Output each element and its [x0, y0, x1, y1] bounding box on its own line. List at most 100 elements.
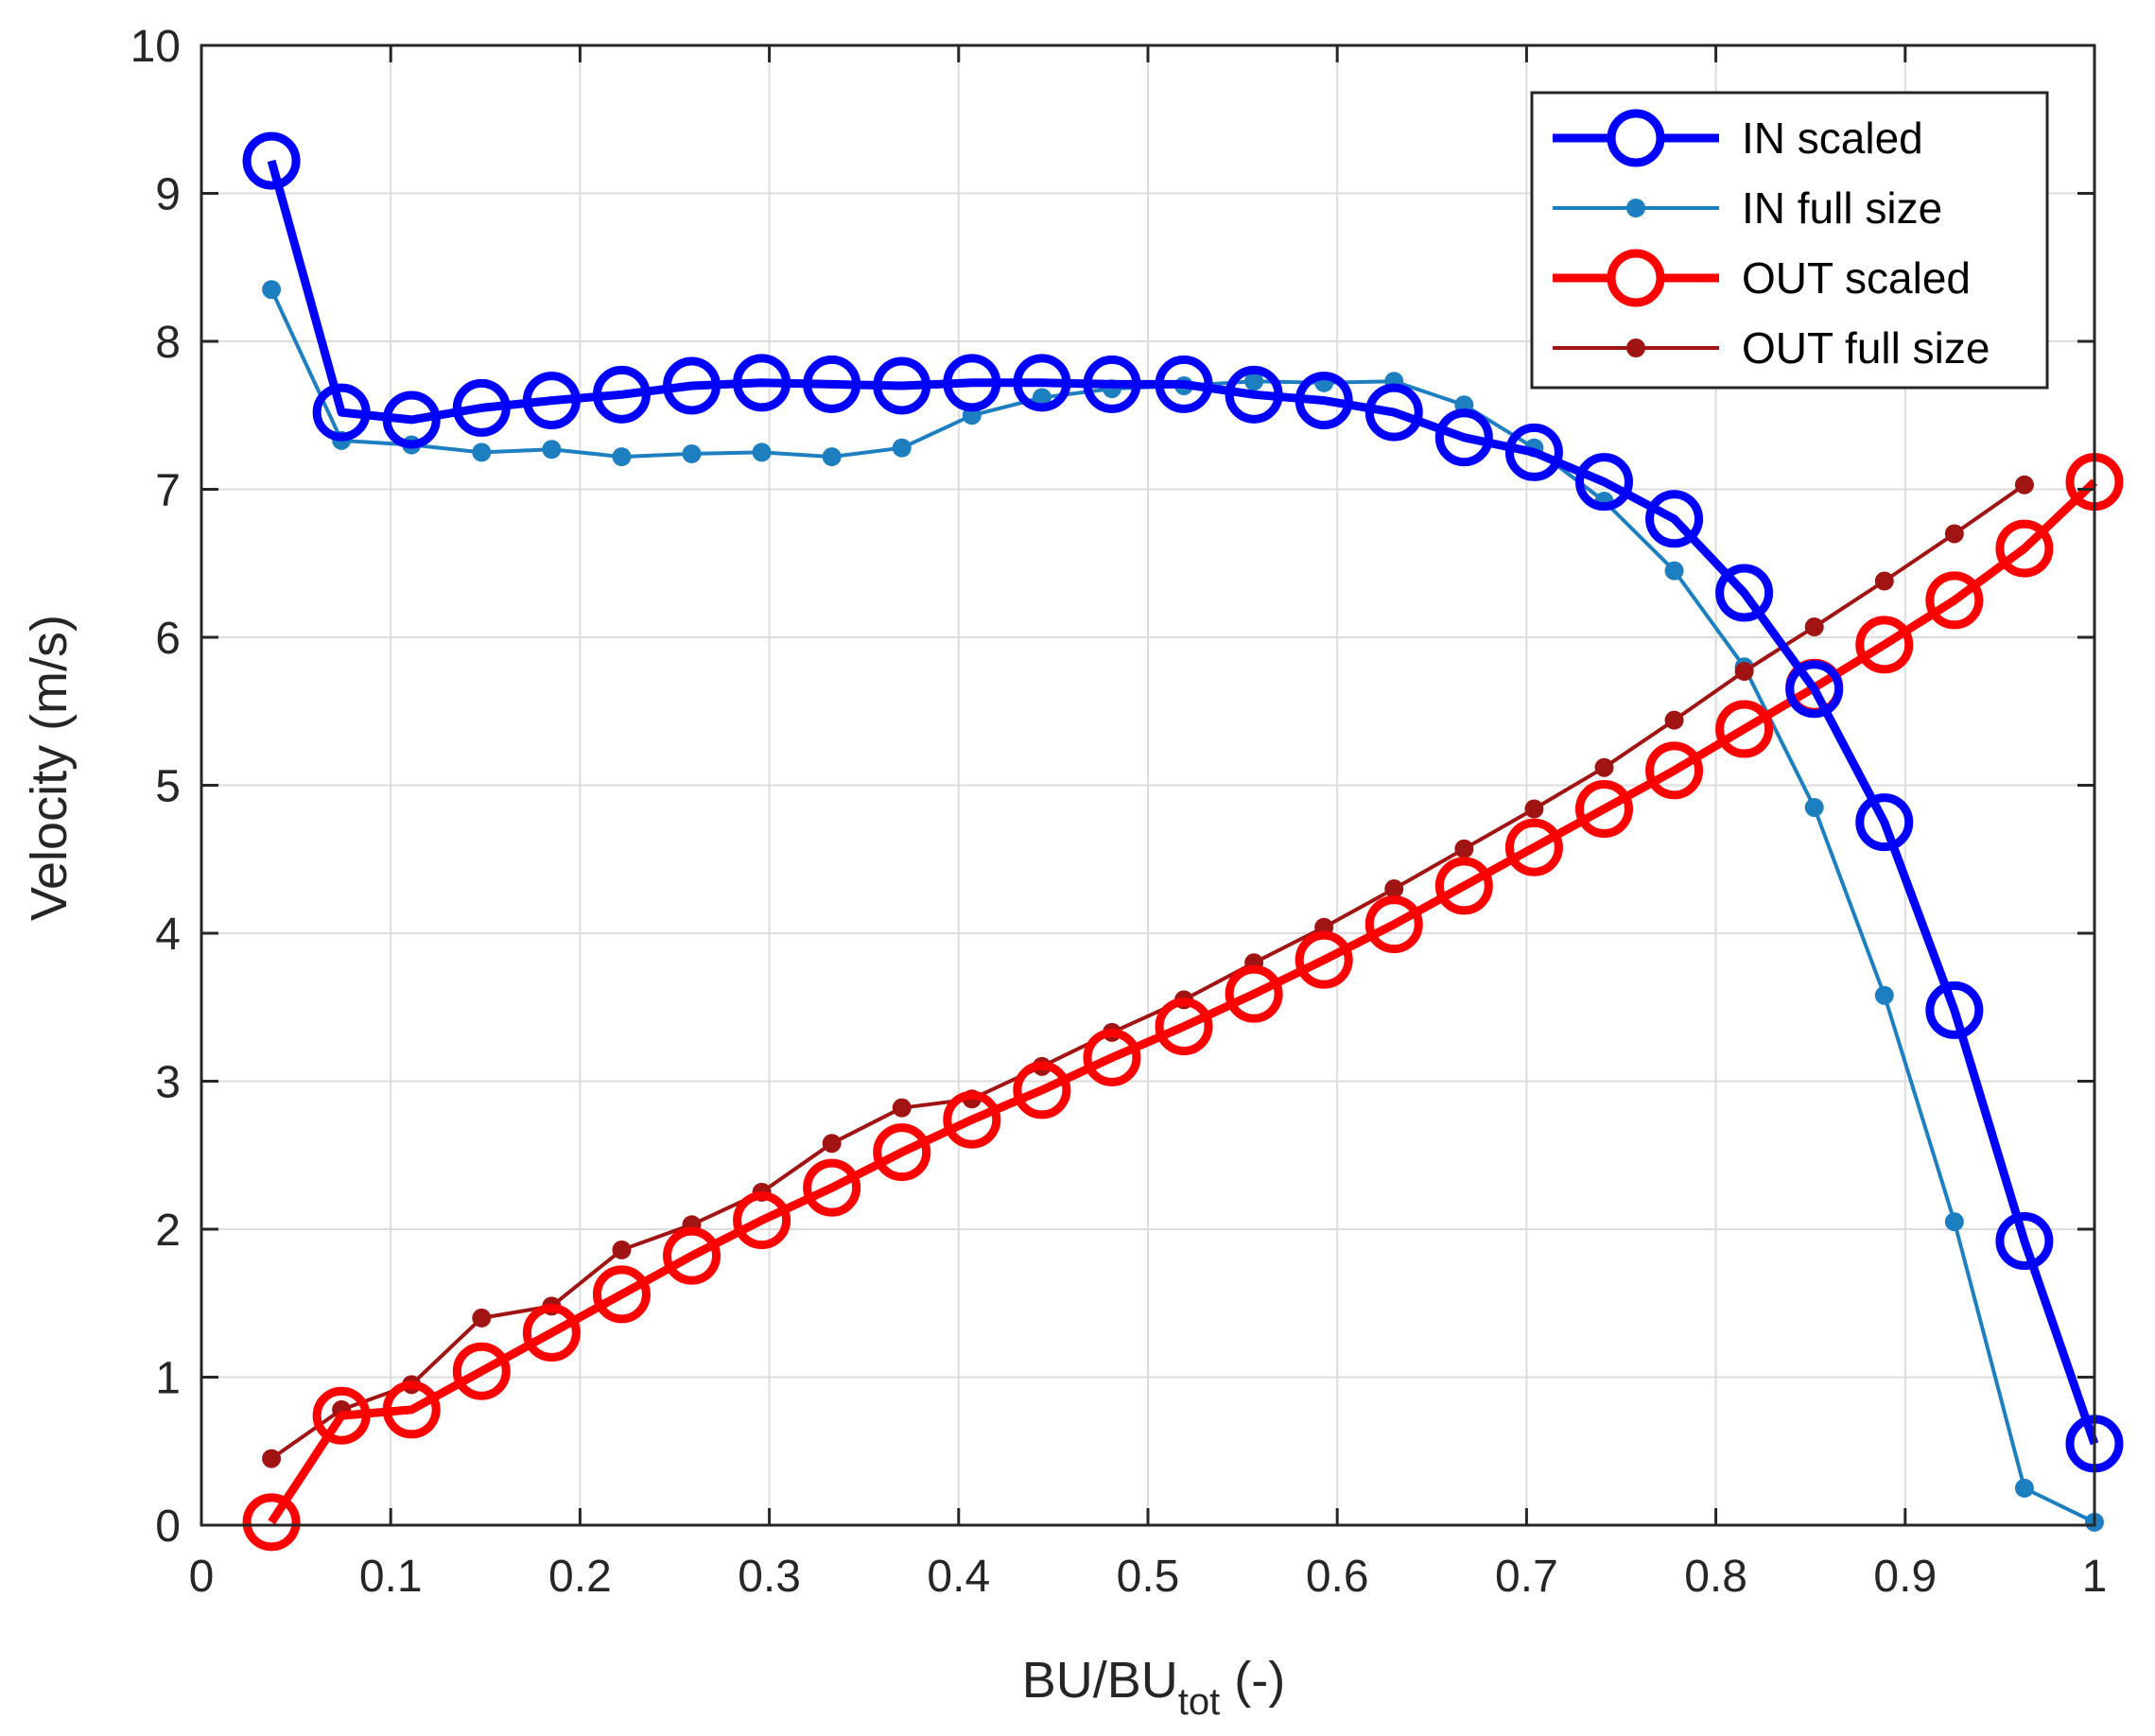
data-point [382, 1380, 441, 1439]
data-point [943, 354, 1001, 412]
data-point [1734, 661, 1754, 681]
data-point [1225, 365, 1283, 424]
legend-label: OUT full size [1742, 323, 1990, 373]
data-point [522, 372, 581, 430]
data-point [1715, 564, 1774, 622]
data-point [873, 356, 931, 415]
series-in-scaled [242, 131, 2124, 1473]
plot-area-border [200, 43, 2096, 1527]
y-tick-label: 0 [155, 1502, 181, 1552]
x-tick-label: 0.8 [1684, 1552, 1747, 1602]
data-point [1944, 1212, 1964, 1232]
x-axis-label-sub: tot [1178, 1681, 1220, 1723]
axes [200, 43, 2096, 1527]
legend: IN scaled IN full size OUT scaled OUT full … [1530, 91, 2049, 390]
data-point [1364, 383, 1423, 442]
data-point [1574, 780, 1633, 839]
series-layer [242, 131, 2124, 1552]
x-tick-label: 0.9 [1873, 1552, 1937, 1602]
data-point [262, 280, 282, 300]
data-point [1155, 998, 1213, 1056]
data-point [1384, 879, 1404, 899]
data-point [1295, 372, 1353, 430]
data-point [1785, 660, 1844, 719]
data-point [592, 1265, 651, 1324]
data-point [1434, 408, 1493, 467]
legend-item: OUT scaled [1553, 249, 1971, 307]
data-point [682, 443, 702, 463]
data-point [242, 131, 301, 190]
x-axis-label-suffix: (-) [1220, 1652, 1285, 1709]
data-point [822, 1134, 842, 1154]
legend-label: IN full size [1742, 183, 1942, 233]
data-point [1013, 354, 1071, 412]
data-point [1594, 757, 1614, 777]
y-tick-label: 9 [155, 170, 181, 220]
y-axis-label: Velocity (m/s) [21, 615, 78, 921]
x-tick-label: 0.1 [359, 1552, 423, 1602]
x-tick-label: 0.5 [1117, 1552, 1180, 1602]
data-point [1874, 571, 1894, 591]
data-point [1244, 372, 1264, 391]
data-point [1645, 490, 1704, 548]
data-point [452, 378, 511, 437]
x-axis-label-main: BU/BU [1022, 1652, 1178, 1709]
data-point [873, 1123, 931, 1182]
data-point [822, 447, 842, 467]
data-point [1083, 1028, 1141, 1086]
data-point [1524, 799, 1544, 819]
legend-label: IN scaled [1742, 113, 1923, 163]
data-point [1504, 423, 1563, 481]
x-tick-label: 0.4 [927, 1552, 990, 1602]
data-point [1944, 524, 1964, 544]
y-tick-label: 4 [155, 910, 181, 960]
data-point [1664, 561, 1684, 581]
legend-item: IN full size [1553, 183, 1942, 233]
data-point [1855, 616, 1914, 674]
tick-labels: 0 0.1 0.2 0.3 0.4 0.5 0.6 0.7 0.8 0.9 101234567891… [130, 22, 2108, 1602]
data-point [242, 1493, 301, 1552]
data-point [312, 383, 371, 442]
data-point [1454, 839, 1474, 859]
legend-item: IN scaled [1553, 109, 1923, 167]
data-point [1804, 617, 1824, 637]
data-point [522, 1304, 581, 1363]
data-point [612, 1240, 632, 1259]
data-point [1925, 981, 1984, 1039]
x-axis-label: BU/BUtot (-) [1022, 1652, 1285, 1723]
legend-marker [1607, 249, 1665, 307]
data-point [1715, 700, 1774, 758]
data-point [612, 447, 632, 467]
data-point [262, 1449, 282, 1468]
data-point [1155, 355, 1213, 413]
data-point [892, 1098, 912, 1118]
y-tick-label: 6 [155, 614, 181, 664]
legend-marker [1626, 199, 1645, 217]
data-point [1995, 519, 2054, 578]
series-line [269, 483, 2026, 1461]
data-point [943, 1090, 1001, 1149]
data-point [1295, 930, 1353, 989]
y-tick-label: 3 [155, 1058, 181, 1108]
legend-marker [1626, 339, 1645, 357]
legend-item: OUT full size [1553, 323, 1990, 373]
data-point [803, 355, 861, 413]
data-point [892, 438, 912, 458]
y-tick-label: 10 [130, 22, 181, 72]
data-point [1434, 857, 1493, 915]
data-point [2014, 1478, 2034, 1498]
data-point [1664, 710, 1684, 730]
data-point [1013, 1061, 1071, 1120]
x-tick-label: 0.7 [1495, 1552, 1558, 1602]
data-point [663, 1226, 721, 1285]
x-tick-label: 0.3 [738, 1552, 801, 1602]
data-point [452, 1342, 511, 1400]
y-tick-label: 7 [155, 466, 181, 516]
data-point [803, 1158, 861, 1217]
data-point [1032, 388, 1051, 408]
data-point [733, 1191, 791, 1250]
data-point [1874, 985, 1894, 1005]
x-tick-label: 0.2 [548, 1552, 612, 1602]
data-point [1995, 1212, 2054, 1271]
